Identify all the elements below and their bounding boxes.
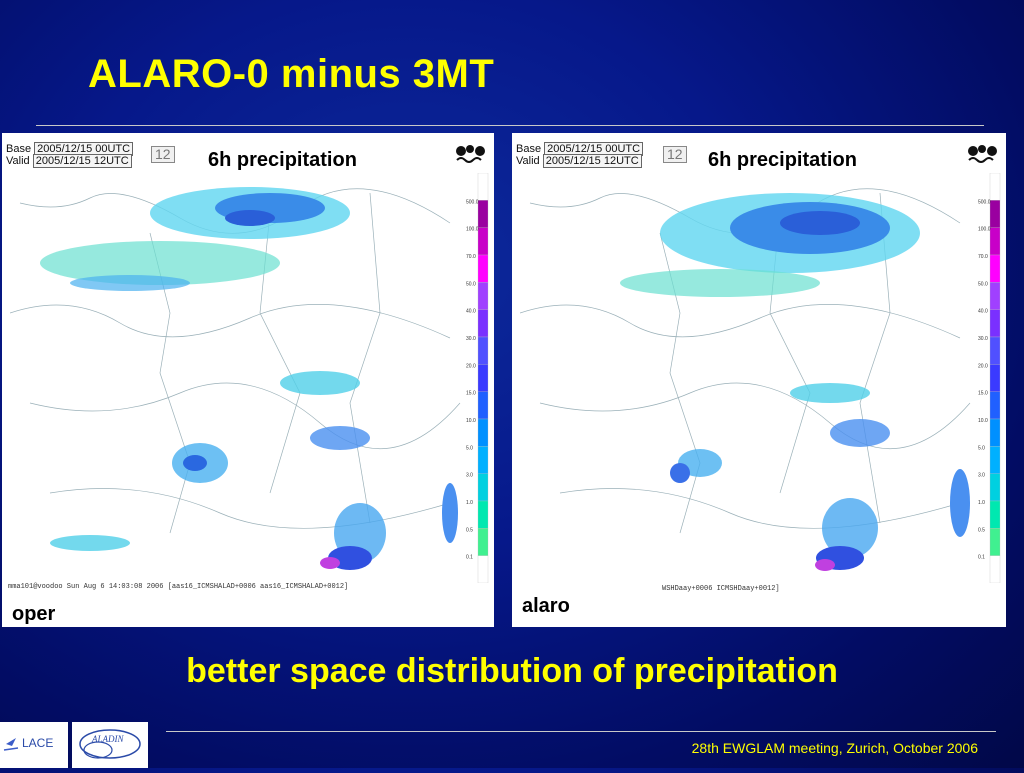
colorbar-tick-label: 1.0 — [466, 500, 473, 506]
colorbar-segment — [989, 555, 1001, 583]
slide-subtitle: better space distribution of precipitati… — [186, 652, 838, 690]
colorbar-segment — [989, 528, 1001, 556]
colorbar-segment — [477, 473, 489, 502]
colorbar-segment — [477, 528, 489, 556]
colorbar-tick-label: 30.0 — [466, 336, 476, 342]
run-info: Base 2005/12/15 00UTC Valid 2005/12/15 1… — [6, 142, 134, 168]
lace-logo-text: LACE — [22, 736, 53, 750]
base-value: 2005/12/15 00UTC — [34, 142, 134, 156]
colorbar-tick-label: 10.0 — [466, 418, 476, 424]
colorbar-tick-label: 3.0 — [978, 473, 985, 479]
map-credit: WSHDaay+0006 ICMSHDaay+0012] — [662, 585, 780, 593]
colorbar-tick-label: 50.0 — [466, 281, 476, 287]
colorbar-segment — [989, 446, 1001, 474]
colorbar-tick-label: 15.0 — [466, 391, 476, 397]
colorbar-segment — [477, 227, 489, 256]
colorbar-tick-label: 0.5 — [466, 527, 473, 533]
colorbar-tick-label: 500.0 — [466, 199, 479, 205]
colorbar-segment — [989, 254, 1001, 283]
colorbar-segment — [477, 555, 489, 583]
colorbar-segment — [989, 336, 1001, 365]
colorbar-tick-label: 30.0 — [978, 336, 988, 342]
colorbar-segment — [989, 391, 1001, 420]
base-label: Base — [6, 143, 32, 155]
panel-label-oper: oper — [12, 603, 56, 625]
panel-label-alaro: alaro — [522, 595, 570, 617]
forecast-hour-box: 12 — [663, 146, 687, 163]
lace-logo-icon: LACE — [3, 736, 53, 751]
colorbar-segment — [477, 309, 489, 338]
colorbar-segment — [477, 418, 489, 447]
colorbar-tick-label: 10.0 — [978, 418, 988, 424]
valid-label: Valid — [6, 155, 30, 167]
colorbar-tick-label: 3.0 — [466, 473, 473, 479]
colorbar-tick-label: 50.0 — [978, 281, 988, 287]
colorbar-tick-label: 100.0 — [466, 227, 479, 233]
colorbar-tick-label: 5.0 — [466, 445, 473, 451]
precipitation-map-oper — [10, 173, 462, 583]
forecast-hour-box: 12 — [151, 146, 175, 163]
colorbar-tick-label: 20.0 — [466, 363, 476, 369]
colorbar-segment — [477, 282, 489, 310]
run-info: Base 2005/12/15 00UTC Valid 2005/12/15 1… — [516, 142, 644, 168]
colorbar-tick-label: 500.0 — [978, 199, 991, 205]
chart-title: 6h precipitation — [708, 149, 857, 171]
base-value: 2005/12/15 00UTC — [544, 142, 644, 156]
precipitation-colorbar: 500.0 100.0 70.0 50.0 40.0 30.0 20.0 15.0 10.0 5.… — [466, 173, 489, 583]
colorbar-tick-label: 5.0 — [978, 445, 985, 451]
colorbar-tick-label: 70.0 — [466, 254, 476, 260]
colorbar-tick-label: 0.1 — [978, 555, 985, 561]
alaro-panel: Base 2005/12/15 00UTC Valid 2005/12/15 1… — [512, 133, 1006, 627]
colorbar-segment — [477, 173, 489, 201]
colorbar-tick-label: 40.0 — [978, 309, 988, 315]
footer-divider — [166, 731, 996, 732]
colorbar-tick-label: 20.0 — [978, 363, 988, 369]
meteo-logo-icon — [968, 145, 997, 163]
valid-value: 2005/12/15 12UTC — [32, 154, 132, 168]
colorbar-segment — [989, 282, 1001, 310]
colorbar-segment — [477, 500, 489, 529]
meteo-logo-icon — [456, 145, 485, 163]
colorbar-segment — [989, 200, 1001, 228]
colorbar-segment — [477, 391, 489, 420]
valid-value: 2005/12/15 12UTC — [542, 154, 642, 168]
valid-label: Valid — [516, 155, 540, 167]
colorbar-tick-label: 100.0 — [978, 227, 991, 233]
aladin-logo: ALADIN — [72, 722, 148, 768]
colorbar-tick-label: 40.0 — [466, 309, 476, 315]
map-credit: mma101@voodoo Sun Aug 6 14:03:08 2006 [a… — [8, 583, 349, 591]
colorbar-segment — [477, 200, 489, 228]
colorbar-segment — [989, 500, 1001, 529]
colorbar-segment — [989, 227, 1001, 256]
precipitation-map-alaro — [520, 173, 972, 583]
colorbar-tick-label: 1.0 — [978, 500, 985, 506]
colorbar-tick-label: 15.0 — [978, 391, 988, 397]
colorbar-segment — [477, 336, 489, 365]
colorbar-segment — [989, 418, 1001, 447]
chart-title: 6h precipitation — [208, 149, 357, 171]
aladin-logo-icon: ALADIN — [79, 729, 141, 759]
title-divider — [36, 125, 984, 126]
precipitation-colorbar: 500.0 100.0 70.0 50.0 40.0 30.0 20.0 15.0 10.0 5.… — [978, 173, 1001, 583]
colorbar-segment — [477, 446, 489, 474]
colorbar-segment — [477, 254, 489, 283]
footer-text: 28th EWGLAM meeting, Zurich, October 200… — [691, 740, 978, 756]
lace-logo: LACE — [0, 722, 68, 768]
colorbar-tick-label: 0.5 — [978, 527, 985, 533]
colorbar-tick-label: 70.0 — [978, 254, 988, 260]
oper-panel: Base 2005/12/15 00UTC Valid 2005/12/15 1… — [2, 133, 494, 627]
colorbar-segment — [477, 364, 489, 392]
colorbar-segment — [989, 173, 1001, 201]
slide-title: ALARO-0 minus 3MT — [88, 52, 495, 96]
colorbar-segment — [989, 309, 1001, 338]
aladin-logo-text: ALADIN — [91, 734, 124, 744]
base-label: Base — [516, 143, 542, 155]
colorbar-segment — [989, 473, 1001, 502]
colorbar-tick-label: 0.1 — [466, 555, 473, 561]
colorbar-segment — [989, 364, 1001, 392]
